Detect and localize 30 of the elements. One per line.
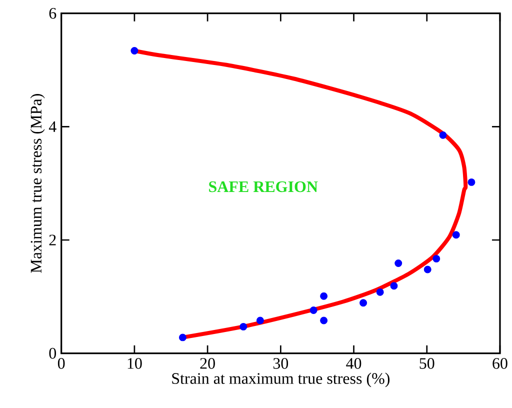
x-tick-label: 0 — [58, 358, 65, 369]
point — [376, 288, 384, 296]
point — [390, 282, 398, 290]
y-tick-label: 2 — [49, 234, 56, 246]
point — [310, 306, 318, 314]
point — [130, 47, 138, 54]
x-axis-title: Strain at maximum true stress (%) — [172, 372, 390, 388]
x-tick-label: 40 — [346, 358, 362, 369]
point — [394, 259, 402, 267]
x-tick-label: 60 — [492, 358, 508, 369]
point — [452, 231, 460, 239]
x-tick-label: 10 — [128, 358, 142, 369]
x-tick-label: 30 — [273, 358, 288, 369]
point — [424, 266, 432, 274]
x-tick-label: 20 — [200, 358, 215, 369]
point — [320, 292, 328, 300]
point — [360, 299, 368, 307]
point — [256, 316, 264, 324]
y-tick-label: 4 — [48, 121, 56, 132]
point — [178, 334, 186, 342]
point — [320, 316, 328, 324]
x-tick-label: 50 — [420, 358, 434, 369]
point — [240, 322, 248, 330]
point — [439, 131, 447, 139]
annotation: SAFE REGION — [209, 181, 318, 192]
y-tick-label: 0 — [49, 348, 56, 359]
point — [468, 178, 476, 186]
y-tick-label: 6 — [49, 8, 56, 19]
y-axis-title: Maximum true stress (MPa) — [30, 94, 45, 273]
point — [432, 254, 440, 262]
